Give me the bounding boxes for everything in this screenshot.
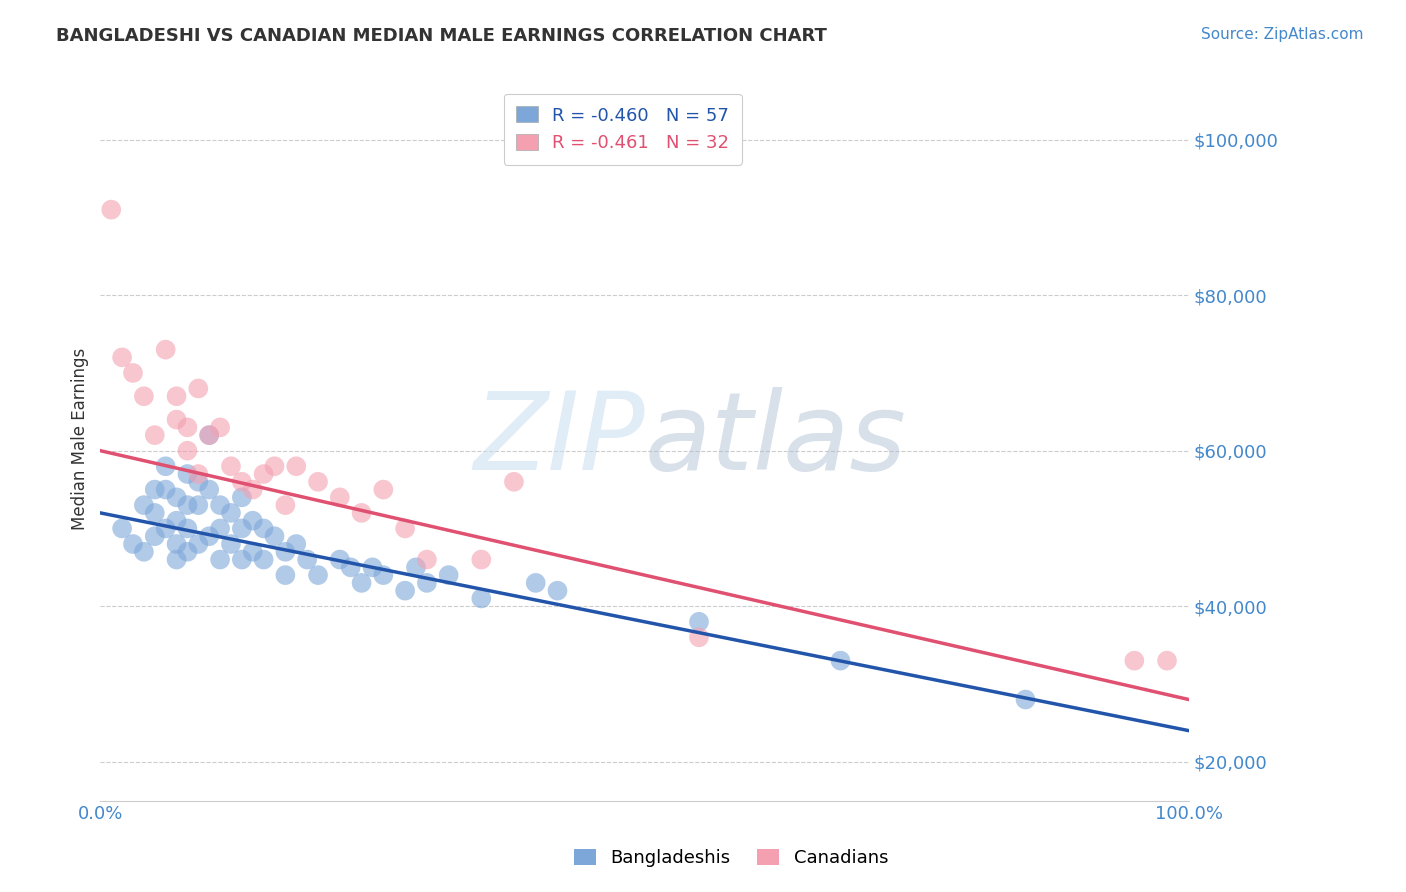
Point xyxy=(688,615,710,629)
Point xyxy=(1156,654,1178,668)
Point xyxy=(285,537,308,551)
Point xyxy=(307,475,329,489)
Point xyxy=(1123,654,1146,668)
Point xyxy=(350,575,373,590)
Point xyxy=(187,475,209,489)
Point xyxy=(416,575,439,590)
Point xyxy=(166,552,188,566)
Text: BANGLADESHI VS CANADIAN MEDIAN MALE EARNINGS CORRELATION CHART: BANGLADESHI VS CANADIAN MEDIAN MALE EARN… xyxy=(56,27,827,45)
Point xyxy=(143,529,166,543)
Point xyxy=(166,389,188,403)
Point xyxy=(198,428,221,442)
Point xyxy=(274,498,297,512)
Point xyxy=(176,467,198,481)
Text: atlas: atlas xyxy=(644,386,907,491)
Point xyxy=(209,552,232,566)
Text: ZIP: ZIP xyxy=(472,386,644,491)
Point xyxy=(198,529,221,543)
Point xyxy=(339,560,361,574)
Point xyxy=(285,459,308,474)
Point xyxy=(176,498,198,512)
Point xyxy=(155,483,177,497)
Point xyxy=(252,552,274,566)
Point xyxy=(219,537,242,551)
Point xyxy=(187,382,209,396)
Point xyxy=(187,498,209,512)
Point xyxy=(252,521,274,535)
Point xyxy=(437,568,460,582)
Point xyxy=(198,483,221,497)
Point xyxy=(242,483,264,497)
Point xyxy=(176,521,198,535)
Point xyxy=(187,467,209,481)
Point xyxy=(274,568,297,582)
Point xyxy=(830,654,852,668)
Point xyxy=(155,343,177,357)
Point xyxy=(263,529,285,543)
Point xyxy=(242,514,264,528)
Point xyxy=(524,575,547,590)
Point xyxy=(132,545,155,559)
Point xyxy=(274,545,297,559)
Point xyxy=(329,491,352,505)
Point xyxy=(132,498,155,512)
Point xyxy=(295,552,318,566)
Point xyxy=(166,514,188,528)
Point xyxy=(373,483,395,497)
Point xyxy=(155,521,177,535)
Point xyxy=(155,459,177,474)
Point xyxy=(209,420,232,434)
Point xyxy=(209,498,232,512)
Point xyxy=(1014,692,1036,706)
Point xyxy=(143,506,166,520)
Point xyxy=(219,459,242,474)
Point xyxy=(547,583,569,598)
Point xyxy=(219,506,242,520)
Text: Source: ZipAtlas.com: Source: ZipAtlas.com xyxy=(1201,27,1364,42)
Point xyxy=(242,545,264,559)
Point xyxy=(503,475,526,489)
Point xyxy=(198,428,221,442)
Legend: R = -0.460   N = 57, R = -0.461   N = 32: R = -0.460 N = 57, R = -0.461 N = 32 xyxy=(503,94,742,164)
Point xyxy=(263,459,285,474)
Point xyxy=(231,491,253,505)
Point xyxy=(688,630,710,644)
Legend: Bangladeshis, Canadians: Bangladeshis, Canadians xyxy=(567,841,896,874)
Point xyxy=(143,428,166,442)
Point xyxy=(373,568,395,582)
Point xyxy=(143,483,166,497)
Y-axis label: Median Male Earnings: Median Male Earnings xyxy=(72,348,89,530)
Point xyxy=(176,443,198,458)
Point xyxy=(176,420,198,434)
Point xyxy=(416,552,439,566)
Point xyxy=(166,537,188,551)
Point xyxy=(111,351,134,365)
Point xyxy=(100,202,122,217)
Point xyxy=(231,552,253,566)
Point xyxy=(209,521,232,535)
Point xyxy=(350,506,373,520)
Point xyxy=(231,521,253,535)
Point xyxy=(122,366,145,380)
Point xyxy=(166,412,188,426)
Point xyxy=(122,537,145,551)
Point xyxy=(307,568,329,582)
Point xyxy=(470,591,492,606)
Point xyxy=(176,545,198,559)
Point xyxy=(394,521,416,535)
Point xyxy=(394,583,416,598)
Point xyxy=(187,537,209,551)
Point xyxy=(470,552,492,566)
Point xyxy=(166,491,188,505)
Point xyxy=(361,560,384,574)
Point xyxy=(111,521,134,535)
Point xyxy=(252,467,274,481)
Point xyxy=(132,389,155,403)
Point xyxy=(405,560,427,574)
Point xyxy=(329,552,352,566)
Point xyxy=(231,475,253,489)
